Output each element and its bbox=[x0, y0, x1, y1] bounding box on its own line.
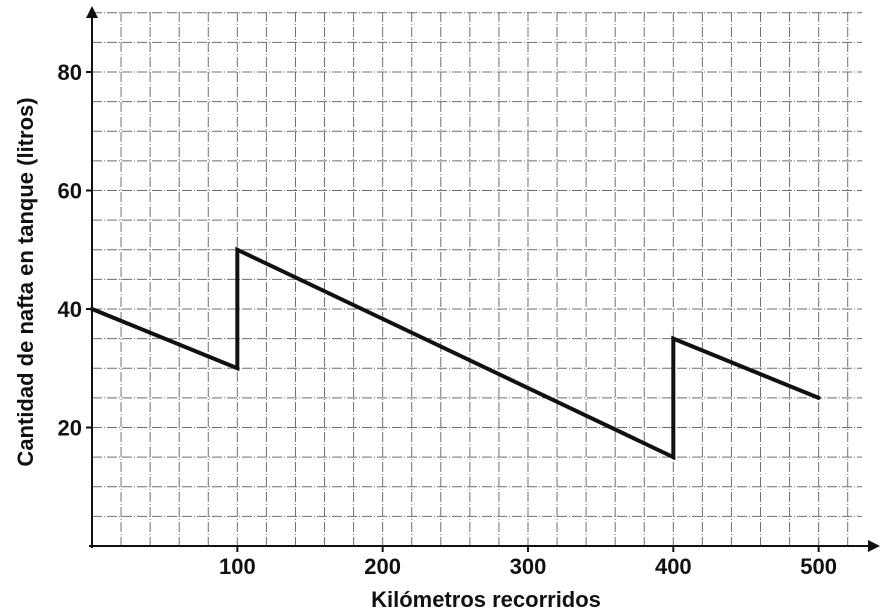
data-point bbox=[671, 336, 676, 341]
axes bbox=[86, 6, 880, 552]
grid bbox=[92, 12, 862, 546]
x-tick-label: 100 bbox=[219, 554, 256, 579]
data-point bbox=[671, 455, 676, 460]
data-point bbox=[816, 395, 821, 400]
x-tick-label: 400 bbox=[655, 554, 692, 579]
x-axis-arrow-icon bbox=[868, 540, 880, 552]
x-tick-labels: 100 200 300 400 500 bbox=[219, 546, 837, 579]
data-point bbox=[235, 366, 240, 371]
data-point bbox=[235, 247, 240, 252]
x-tick-label: 200 bbox=[364, 554, 401, 579]
y-axis-arrow-icon bbox=[86, 6, 98, 18]
x-tick-label: 300 bbox=[510, 554, 547, 579]
x-tick-label: 500 bbox=[800, 554, 837, 579]
data-point bbox=[90, 307, 94, 311]
y-tick-labels: 20 40 60 80 bbox=[58, 60, 92, 441]
data-points bbox=[90, 247, 821, 460]
y-tick-label: 60 bbox=[58, 179, 82, 204]
x-axis-title: Kilómetros recorridos bbox=[371, 587, 601, 612]
y-tick-label: 80 bbox=[58, 60, 82, 85]
y-tick-label: 40 bbox=[58, 297, 82, 322]
series-line bbox=[91, 246, 820, 461]
y-axis-title: Cantidad de nafta en tanque (litros) bbox=[13, 97, 38, 466]
y-tick-label: 20 bbox=[58, 416, 82, 441]
